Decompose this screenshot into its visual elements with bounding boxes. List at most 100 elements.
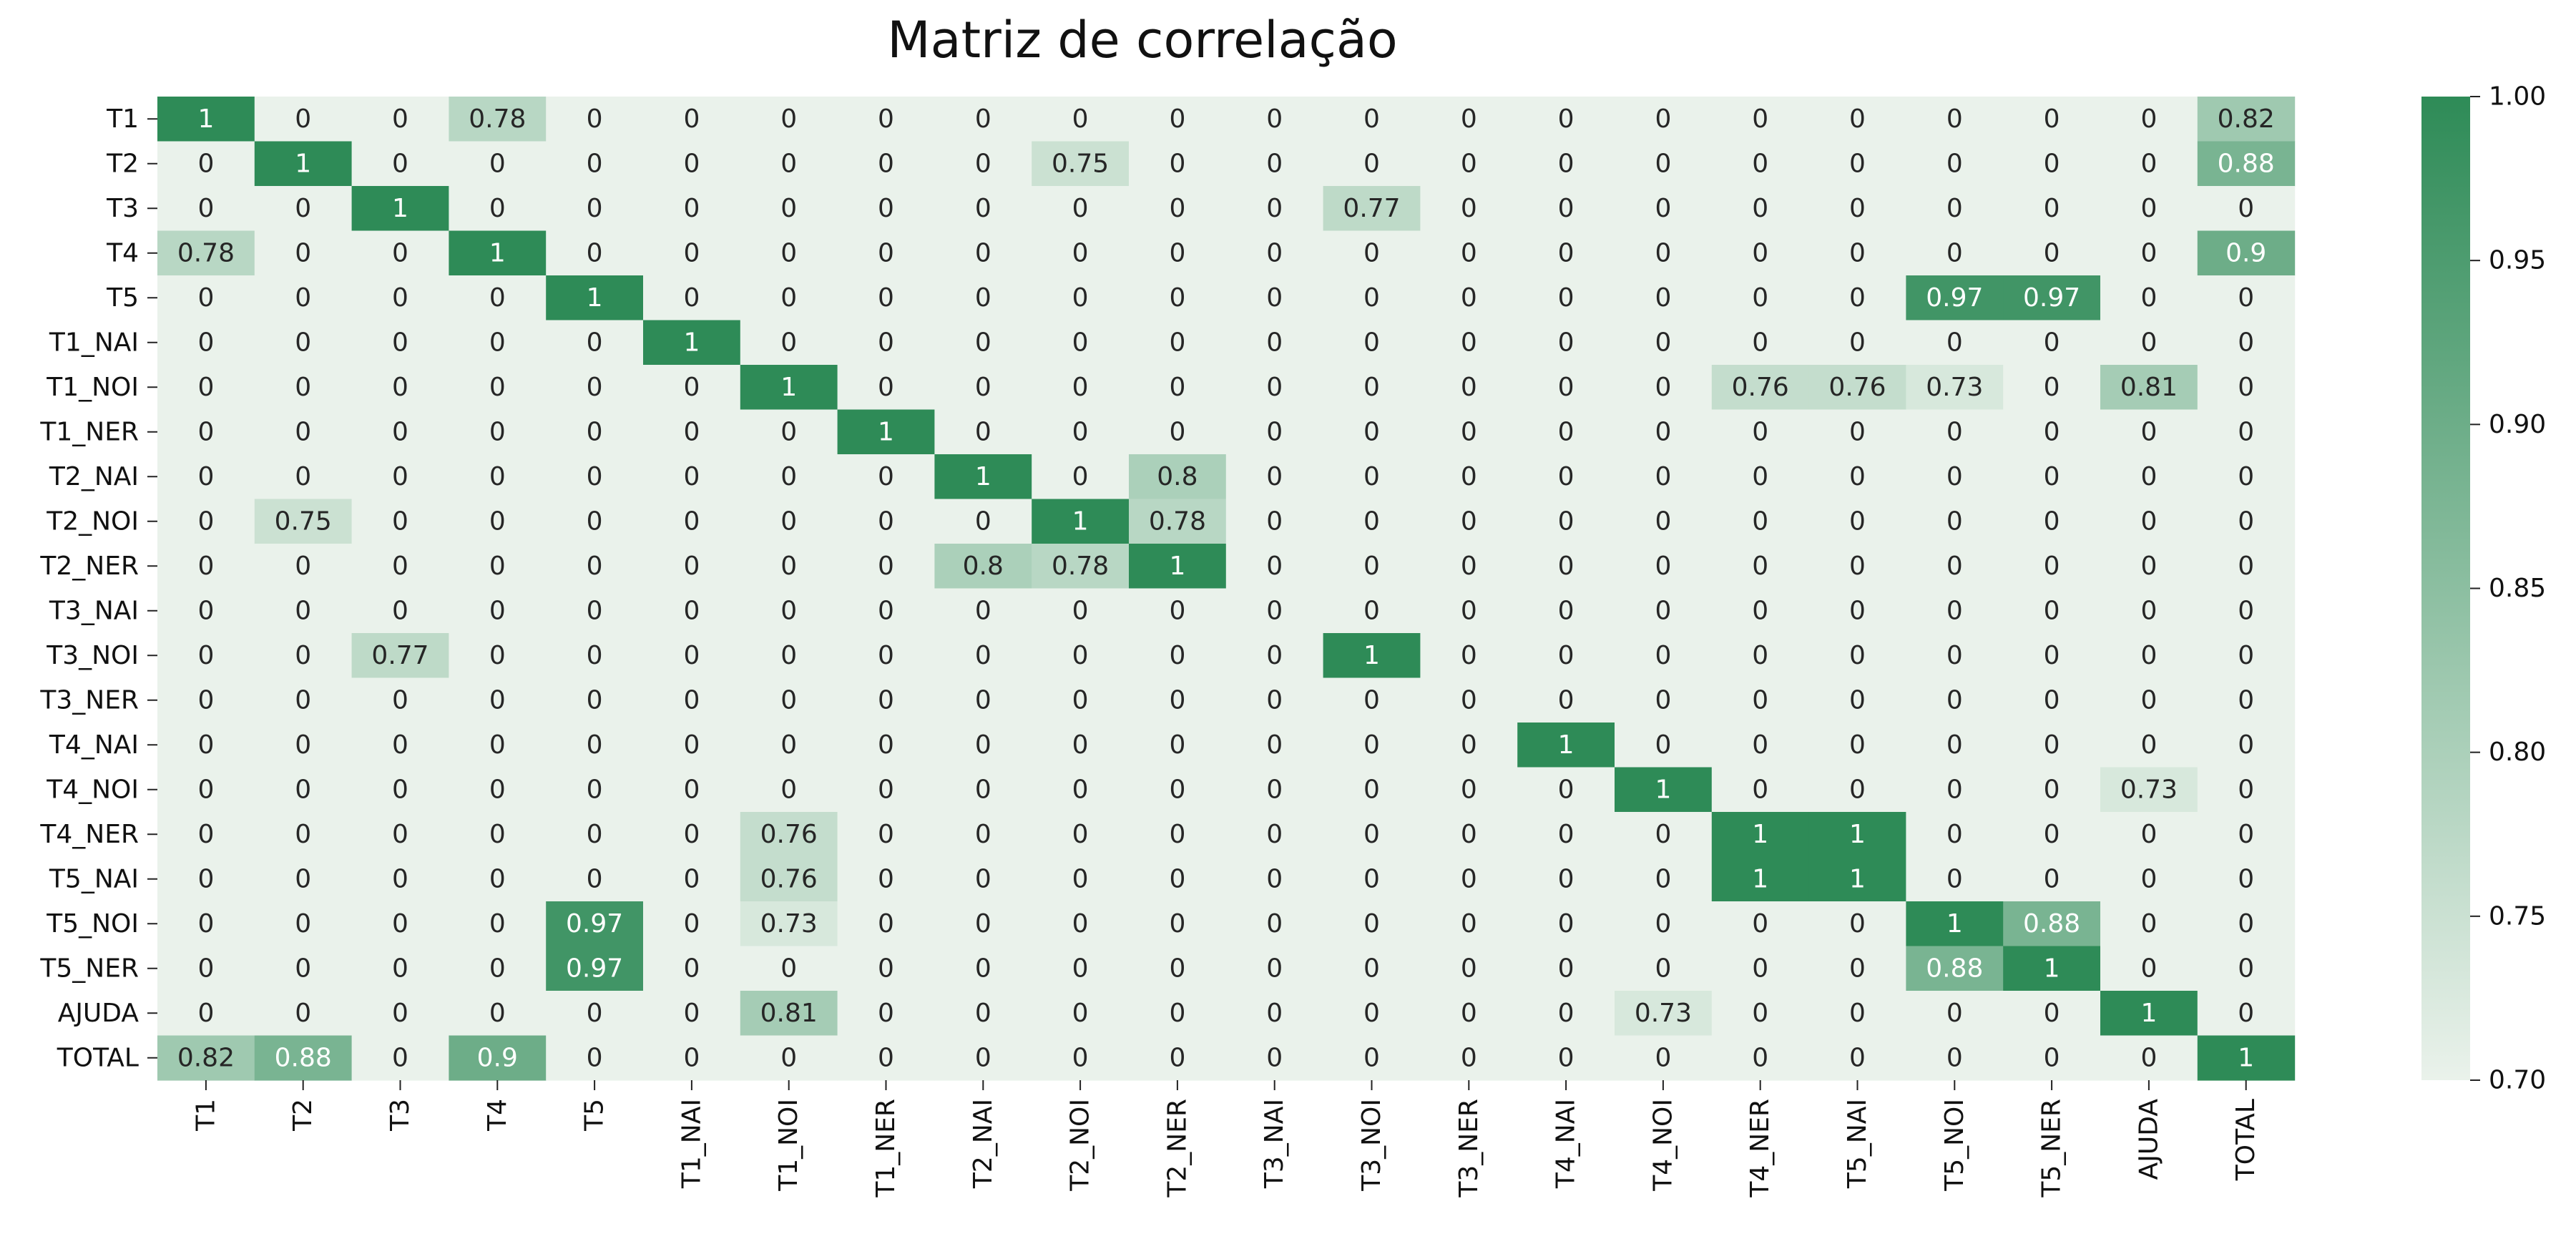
heatmap-cell (1808, 230, 1906, 276)
cell-value-label: 0.82 (177, 1043, 235, 1072)
cell-value-label: 0 (1169, 909, 1185, 939)
cell-value-label: 0 (1266, 506, 1283, 536)
heatmap-cell (2197, 901, 2296, 947)
heatmap-cell (2100, 991, 2198, 1037)
heatmap-cell (1906, 723, 2004, 768)
cell-value-label: 0 (1461, 730, 1477, 760)
x-tick-label: T2 (288, 1099, 318, 1132)
heatmap-cell (1711, 723, 1810, 768)
colorbar: 0.70 0.75 0.80 0.85 0.90 0.95 1.00 (2421, 82, 2546, 1095)
cell-value-label: 0 (1072, 104, 1089, 134)
cell-value-label: 0 (2140, 1043, 2157, 1072)
cell-value-label: 0 (1363, 730, 1380, 760)
heatmap-cell (740, 1035, 838, 1081)
cell-value-label: 0 (1461, 820, 1477, 849)
heatmap-cell (254, 320, 353, 366)
heatmap-cell (1420, 320, 1518, 366)
heatmap-cell (1517, 320, 1615, 366)
heatmap-cell (837, 186, 935, 232)
heatmap-cell (2003, 275, 2101, 321)
cell-value-label: 0 (489, 506, 506, 536)
cell-value-label: 0 (197, 909, 214, 939)
cell-value-label: 0 (1849, 775, 1866, 804)
heatmap-cell (643, 901, 741, 947)
cell-value-label: 0 (1363, 775, 1380, 804)
heatmap-cell (254, 767, 353, 813)
heatmap-cell (449, 544, 547, 589)
heatmap-cell (1032, 946, 1130, 991)
cell-value-label: 0.9 (477, 1043, 518, 1072)
heatmap-cell (740, 812, 838, 858)
cell-value-label: 0 (1461, 417, 1477, 446)
cell-value-label: 0 (295, 238, 311, 268)
cell-value-label: 0 (878, 999, 894, 1028)
cell-value-label: 0 (1558, 685, 1575, 715)
heatmap-cell (2003, 946, 2101, 991)
heatmap-cell (2003, 767, 2101, 813)
heatmap-cell (157, 901, 255, 947)
heatmap-cell (1906, 275, 2004, 321)
cell-value-label: 0 (197, 864, 214, 893)
heatmap-cell (449, 723, 547, 768)
heatmap-cells (157, 97, 2296, 1081)
cell-value-label: 0 (295, 104, 311, 134)
cell-value-label: 0 (878, 775, 894, 804)
cell-value-label: 0 (2044, 641, 2060, 670)
heatmap-cell (1906, 767, 2004, 813)
cell-value-label: 0 (1946, 552, 1963, 581)
cell-value-label: 0 (295, 283, 311, 313)
heatmap-cell (2100, 544, 2198, 589)
cell-value-label: 0 (1946, 1043, 1963, 1072)
heatmap-cell (2100, 97, 2198, 142)
cell-value-label: 0 (1946, 820, 1963, 849)
heatmap-cell (1420, 1035, 1518, 1081)
heatmap-cell (157, 767, 255, 813)
cell-value-label: 0 (975, 909, 991, 939)
colorbar-tick-label: 0.70 (2489, 1066, 2546, 1095)
heatmap-cell (2197, 186, 2296, 232)
heatmap-cell (1615, 901, 1713, 947)
cell-value-label: 0 (2238, 909, 2254, 939)
heatmap-cell (643, 633, 741, 679)
cell-value-label: 0 (780, 462, 797, 491)
heatmap-cell (157, 633, 255, 679)
cell-value-label: 0 (2044, 730, 2060, 760)
cell-value-label: 0 (1169, 328, 1185, 357)
heatmap-cell (1225, 544, 1324, 589)
cell-value-label: 0 (1558, 775, 1575, 804)
cell-value-label: 0 (683, 194, 700, 223)
x-tick-label: T3_NAI (1260, 1099, 1289, 1189)
heatmap-cell (1225, 320, 1324, 366)
cell-value-label: 0 (780, 730, 797, 760)
cell-value-label: 0 (780, 1043, 797, 1072)
cell-value-label: 0 (489, 685, 506, 715)
cell-value-label: 0 (1363, 462, 1380, 491)
heatmap-cell (1517, 544, 1615, 589)
heatmap-cell (1323, 97, 1421, 142)
x-tick-label: T1_NAI (677, 1099, 706, 1189)
heatmap-cell (1323, 230, 1421, 276)
heatmap-cell (2100, 454, 2198, 500)
heatmap-cell (449, 186, 547, 232)
cell-value-label: 0 (295, 864, 311, 893)
cell-value-label: 0 (587, 596, 603, 625)
cell-value-label: 0 (1461, 999, 1477, 1028)
heatmap-cell (1808, 409, 1906, 455)
heatmap-cell (546, 901, 644, 947)
cell-value-label: 1 (1752, 820, 1768, 849)
cell-value-label: 0 (197, 149, 214, 178)
cell-value-label: 0 (489, 149, 506, 178)
heatmap-cell (2003, 454, 2101, 500)
cell-value-label: 0 (2140, 909, 2157, 939)
heatmap-cell (546, 409, 644, 455)
cell-value-label: 0 (878, 238, 894, 268)
heatmap-cell (2100, 1035, 2198, 1081)
heatmap-cell (740, 946, 838, 991)
cell-value-label: 0 (392, 104, 408, 134)
cell-value-label: 0 (1266, 283, 1283, 313)
cell-value-label: 0 (295, 730, 311, 760)
heatmap-cell (546, 812, 644, 858)
cell-value-label: 0 (587, 149, 603, 178)
cell-value-label: 0 (2140, 552, 2157, 581)
heatmap-cell (351, 812, 449, 858)
